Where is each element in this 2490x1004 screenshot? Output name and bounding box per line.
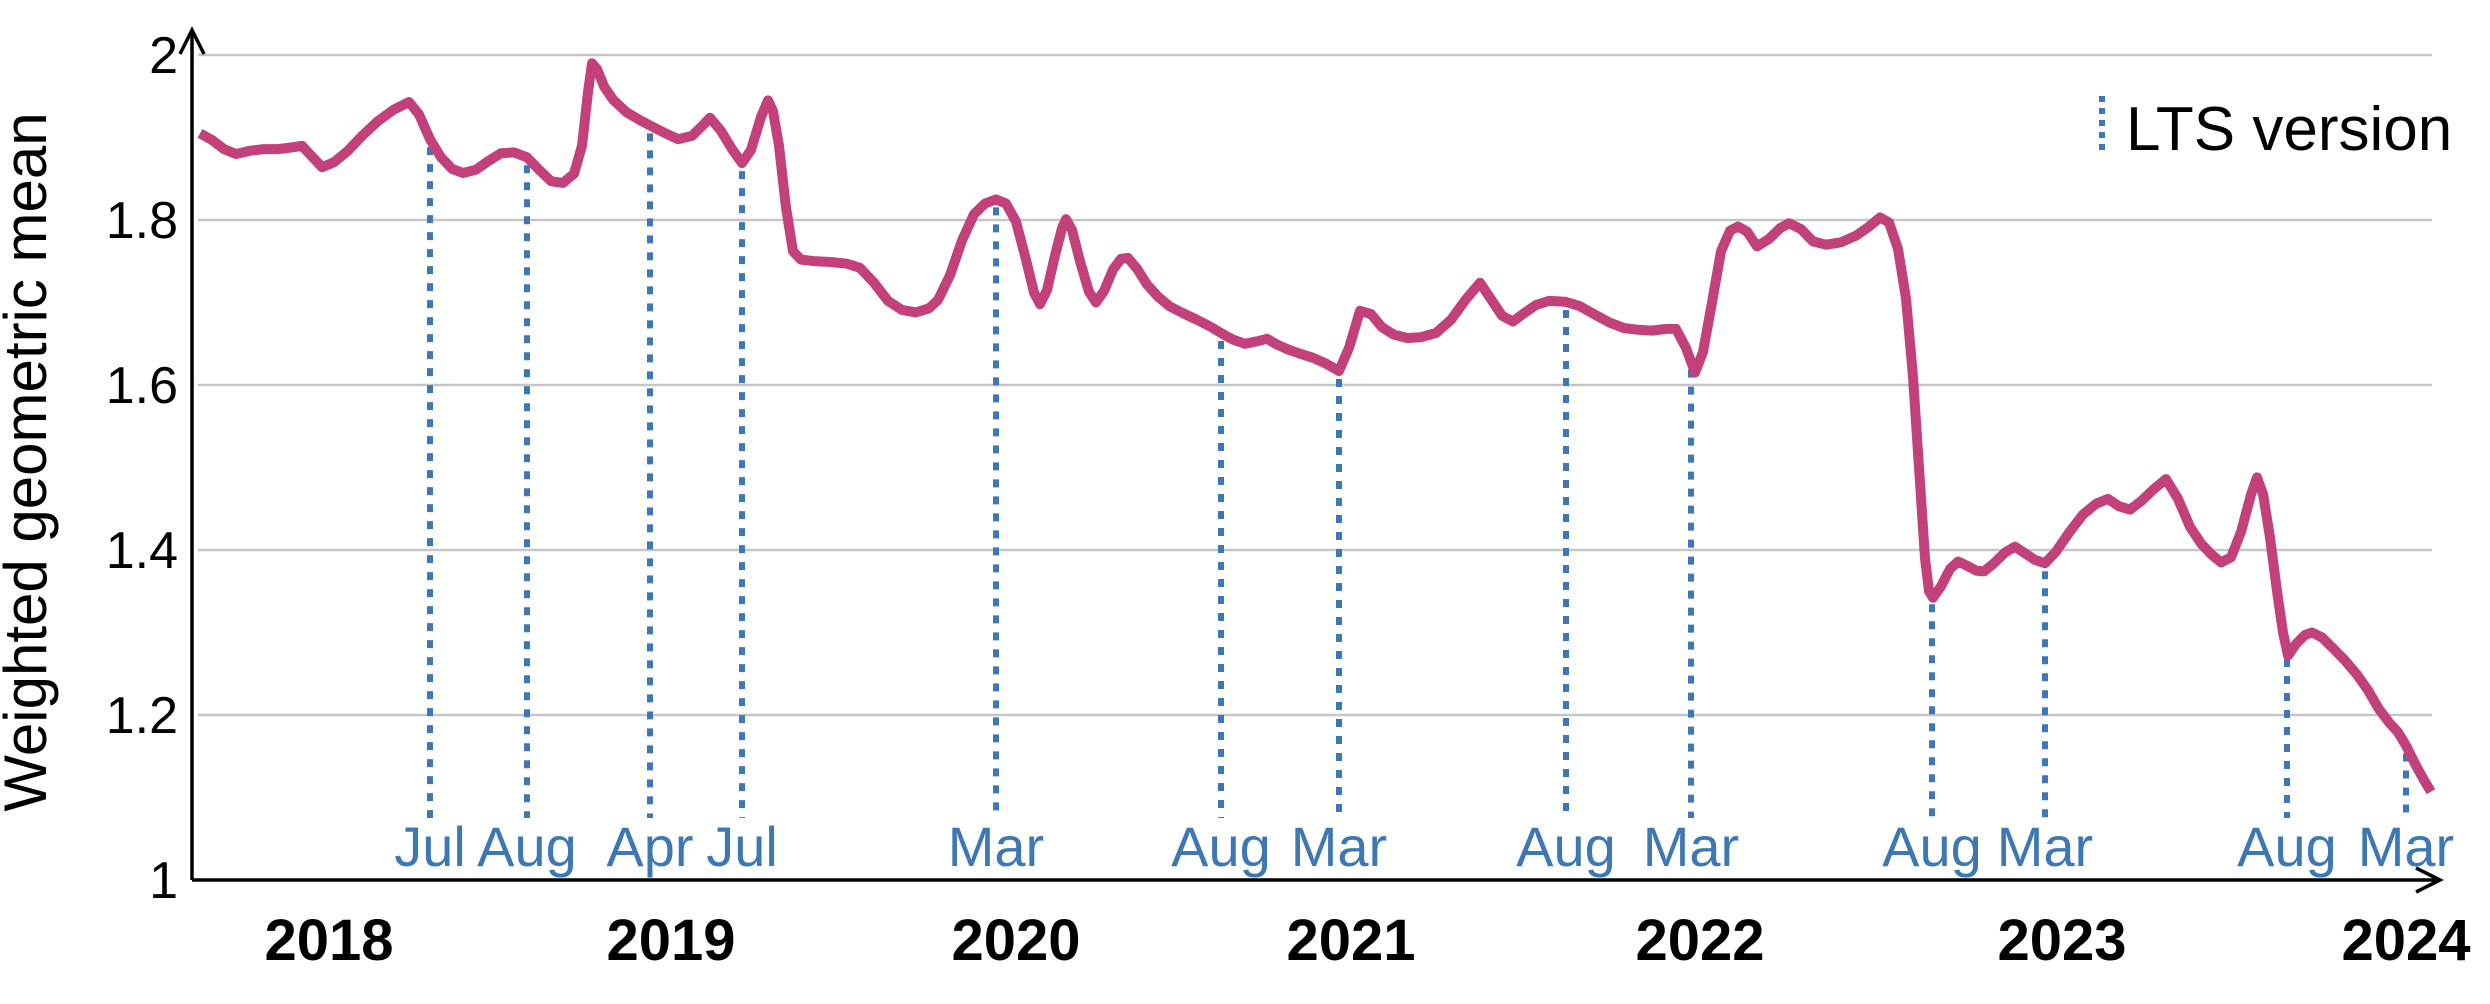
lts-marker-label: Mar (2358, 815, 2454, 878)
x-year-label: 2023 (1997, 908, 2126, 973)
lts-marker-label: Aug (1882, 815, 1982, 878)
lts-marker-label: Mar (1997, 815, 2093, 878)
x-year-label: 2022 (1635, 908, 1764, 973)
y-tick-label: 1.8 (106, 192, 178, 250)
x-year-label: 2021 (1286, 908, 1415, 973)
y-tick-label: 2 (149, 27, 178, 85)
lts-marker-label: Aug (1516, 815, 1616, 878)
x-year-label: 2018 (264, 908, 393, 973)
y-tick-label: 1.6 (106, 357, 178, 415)
y-axis-arrow (178, 26, 206, 55)
y-axis-title: Weighted geometric mean (0, 112, 59, 811)
data-line (197, 58, 2436, 795)
x-year-label: 2024 (2341, 908, 2470, 973)
lts-marker-label: Mar (948, 815, 1044, 878)
lts-marker-label: Apr (606, 815, 693, 878)
lts-marker-label: Mar (1291, 815, 1387, 878)
legend-lts-label: LTS version (2126, 95, 2452, 164)
y-tick-label: 1 (149, 852, 178, 910)
lts-marker-label: Aug (2237, 815, 2337, 878)
lts-marker-label: Aug (1171, 815, 1271, 878)
lts-marker-label: Jul (394, 815, 466, 878)
y-tick-label: 1.2 (106, 687, 178, 745)
x-year-label: 2020 (951, 908, 1080, 973)
x-axis-arrow (2415, 866, 2444, 894)
y-tick-label: 1.4 (106, 522, 178, 580)
lts-marker-label: Mar (1643, 815, 1739, 878)
lts-marker-label: Jul (706, 815, 778, 878)
lts-marker-label: Aug (477, 815, 577, 878)
x-year-label: 2019 (606, 908, 735, 973)
